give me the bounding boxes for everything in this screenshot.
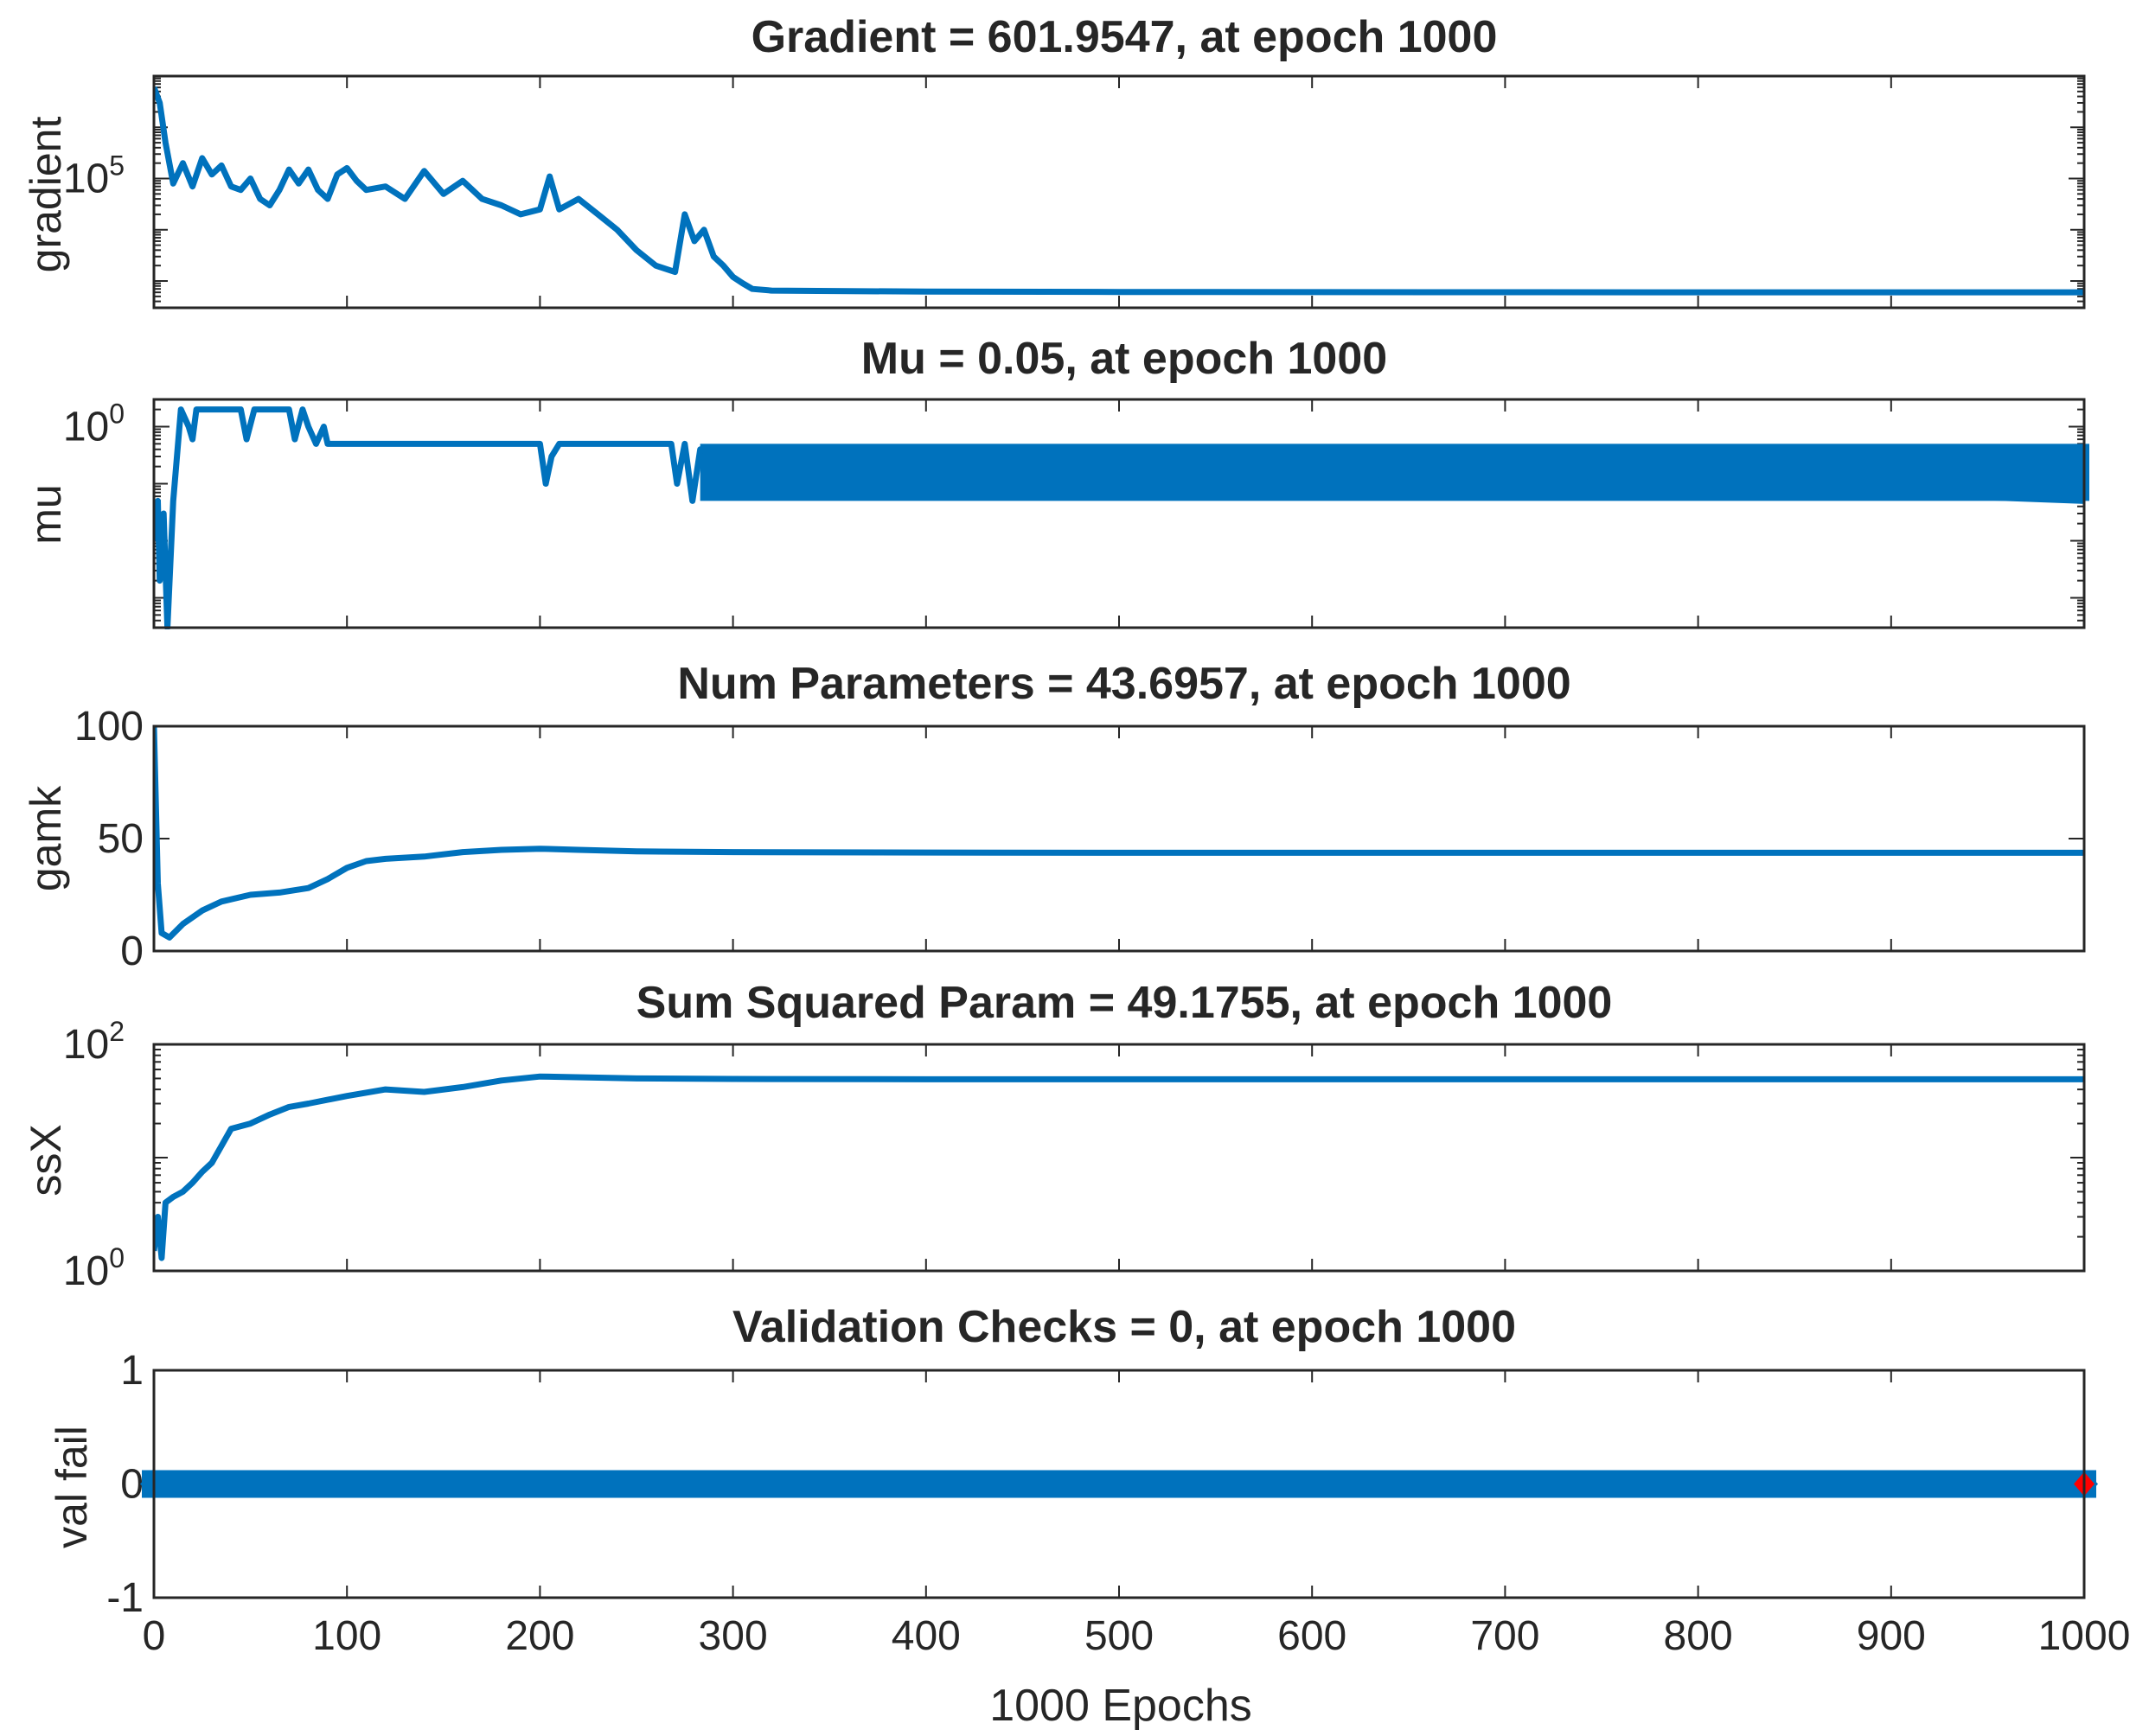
panel-5-series-marker-start xyxy=(140,1468,154,1500)
x-tick-label: 500 xyxy=(1084,1613,1154,1659)
x-tick-label: 300 xyxy=(699,1613,768,1659)
panel-2-axes-box xyxy=(152,398,2086,629)
x-tick-label: 200 xyxy=(505,1613,574,1659)
panel-5-y-tick-label: 0 xyxy=(120,1462,144,1508)
valfail-ylabel: val fail xyxy=(48,1426,96,1548)
mu-ylabel: mu xyxy=(22,484,70,544)
x-tick-label: 800 xyxy=(1664,1613,1733,1659)
x-tick-label: 0 xyxy=(143,1613,166,1659)
panel-5-y-tick-label: 1 xyxy=(120,1348,144,1394)
gradient-panel-title: Gradient = 601.9547, at epoch 1000 xyxy=(752,12,1498,62)
panel-1-axes-box xyxy=(152,74,2086,310)
panel-5-series-markers xyxy=(142,1470,2096,1498)
panel-3-series-line xyxy=(154,725,2084,941)
panel-5-y-tick-label: -1 xyxy=(106,1575,144,1621)
panel-2-y-tick-label: 100 xyxy=(63,398,125,450)
panel-4-y-tick-label: 102 xyxy=(63,1016,125,1068)
mu-panel-title: Mu = 0.05, at epoch 1000 xyxy=(861,334,1387,384)
ssx-panel-title: Sum Squared Param = 49.1755, at epoch 10… xyxy=(636,978,1613,1028)
x-tick-label: 900 xyxy=(1857,1613,1926,1659)
panel-5-axes-box xyxy=(152,1369,2086,1599)
x-tick-label: 100 xyxy=(312,1613,381,1659)
x-tick-label: 1000 xyxy=(2038,1613,2131,1659)
panel-1-y-tick-label: 105 xyxy=(63,150,125,202)
panel-3-axes-box xyxy=(152,724,2086,953)
x-axis-label: 1000 Epochs xyxy=(989,1681,1252,1731)
x-tick-label: 600 xyxy=(1277,1613,1346,1659)
gradient-ylabel: gradient xyxy=(22,117,70,273)
panel-4-y-tick-label: 100 xyxy=(63,1242,125,1294)
x-tick-label: 700 xyxy=(1470,1613,1539,1659)
ssx-ylabel: ssX xyxy=(22,1124,70,1196)
panel-3-y-tick-label: 0 xyxy=(120,929,144,974)
panel-1-series-line xyxy=(154,86,2084,296)
panel-3-y-tick-label: 100 xyxy=(74,704,144,750)
panel-3-y-tick-label: 50 xyxy=(98,816,144,862)
panel-2-series-line xyxy=(154,406,2085,629)
gamk-panel-title: Num Parameters = 43.6957, at epoch 1000 xyxy=(677,659,1570,709)
gamk-ylabel: gamk xyxy=(22,785,70,891)
valfail-panel-title: Validation Checks = 0, at epoch 1000 xyxy=(732,1302,1516,1352)
x-tick-label: 400 xyxy=(892,1613,961,1659)
panel-4-axes-box xyxy=(152,1043,2086,1273)
panel-4-series-line xyxy=(154,1073,2084,1261)
